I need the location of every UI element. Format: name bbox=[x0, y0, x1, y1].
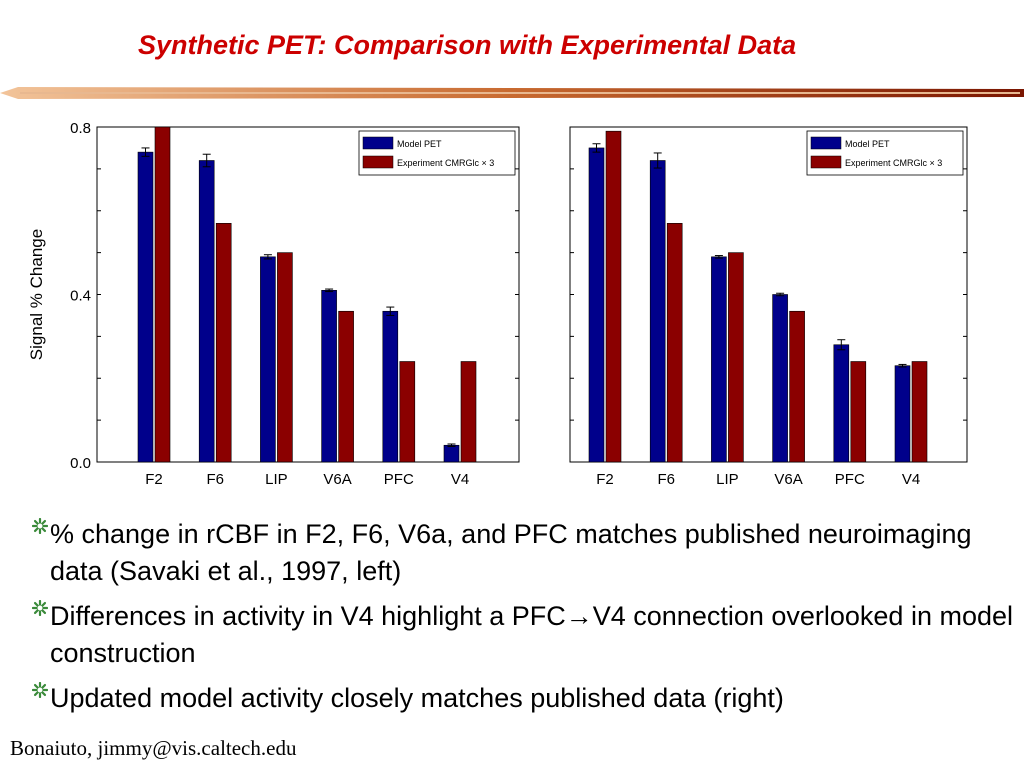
bar-experiment bbox=[666, 223, 683, 463]
bar-experiment bbox=[460, 361, 477, 463]
y-tick-label: 0.4 bbox=[70, 288, 91, 305]
bar-model-pet bbox=[198, 160, 215, 463]
bullet-text: Updated model activity closely matches p… bbox=[50, 683, 784, 713]
flower-bullet-icon bbox=[32, 682, 48, 698]
x-tick-label: V4 bbox=[451, 471, 469, 488]
legend-swatch bbox=[810, 155, 842, 169]
x-tick-label: F2 bbox=[145, 471, 163, 488]
legend: Model PET Experiment CMRGlc × 3 bbox=[358, 130, 516, 176]
bar-experiment bbox=[789, 310, 805, 463]
bar-model-pet bbox=[833, 344, 850, 463]
bar-model-pet bbox=[588, 147, 605, 463]
footer-credit: Bonaiuto, jimmy@vis.caltech.edu bbox=[10, 736, 297, 760]
bar-experiment bbox=[338, 310, 354, 463]
legend-label: Experiment CMRGlc × 3 bbox=[845, 158, 942, 168]
bar-experiment bbox=[399, 361, 416, 463]
error-bar bbox=[263, 254, 272, 260]
chart-right-svg: F2 F6 LIP V6A PFC V4 Model PET Experiment CMRGl… bbox=[569, 126, 968, 488]
bar-experiment bbox=[728, 252, 744, 463]
bullet-list: % change in rCBF in F2, F6, V6a, and PFC… bbox=[32, 516, 1018, 725]
error-bar bbox=[592, 143, 601, 153]
chart-left: 0.0 0.4 0.8 Signal % Change F2 F6 LIP V6A PFC V4 M… bbox=[20, 118, 530, 498]
error-bar bbox=[898, 363, 907, 368]
x-tick-label: LIP bbox=[265, 471, 288, 488]
slide-title: Synthetic PET: Comparison with Experimen… bbox=[138, 30, 797, 60]
legend-swatch bbox=[362, 136, 394, 150]
x-tick-label: V6A bbox=[323, 471, 351, 488]
bar-model-pet bbox=[443, 444, 460, 463]
bullet-text: Differences in activity in V4 highlight … bbox=[50, 601, 1014, 668]
error-bar bbox=[325, 288, 334, 293]
error-bar bbox=[447, 443, 456, 448]
bar-model-pet bbox=[711, 256, 727, 463]
bar-model-pet bbox=[772, 294, 788, 463]
bullet-item: Differences in activity in V4 highlight … bbox=[32, 598, 1018, 672]
error-bar bbox=[653, 152, 662, 169]
legend-swatch bbox=[810, 136, 842, 150]
error-bar bbox=[141, 147, 150, 157]
bullet-item: Updated model activity closely matches p… bbox=[32, 680, 1018, 717]
x-tick-label: PFC bbox=[384, 471, 414, 488]
chart-right: F2 F6 LIP V6A PFC V4 Model PET Experiment CMRGl… bbox=[560, 118, 1024, 498]
error-bar bbox=[714, 255, 723, 259]
flower-bullet-icon bbox=[32, 600, 48, 616]
x-tick-label: V6A bbox=[774, 471, 802, 488]
bullet-item: % change in rCBF in F2, F6, V6a, and PFC… bbox=[32, 516, 1018, 590]
y-axis-label: Signal % Change bbox=[27, 229, 46, 360]
x-tick-label: F6 bbox=[206, 471, 224, 488]
bar-experiment bbox=[911, 361, 928, 463]
x-tick-label: LIP bbox=[716, 471, 739, 488]
y-tick-label: 0.0 bbox=[70, 455, 91, 472]
y-tick-label: 0.8 bbox=[70, 120, 91, 137]
x-tick-label: F2 bbox=[596, 471, 614, 488]
bar-model-pet bbox=[321, 290, 337, 463]
bar-experiment bbox=[850, 361, 867, 463]
bullet-text: % change in rCBF in F2, F6, V6a, and PFC… bbox=[50, 519, 972, 586]
error-bar bbox=[776, 292, 785, 297]
legend-label: Experiment CMRGlc × 3 bbox=[397, 158, 494, 168]
bar-model-pet bbox=[260, 256, 276, 463]
error-bar bbox=[202, 153, 211, 168]
bar-experiment bbox=[154, 126, 171, 463]
chart-left-svg: 0.0 0.4 0.8 Signal % Change F2 F6 LIP V6A PFC V4 M… bbox=[27, 120, 520, 488]
bar-model-pet bbox=[894, 365, 911, 463]
bar-model-pet bbox=[137, 151, 154, 463]
x-tick-label: F6 bbox=[657, 471, 675, 488]
legend-label: Model PET bbox=[397, 139, 442, 149]
x-tick-label: PFC bbox=[835, 471, 865, 488]
error-bar bbox=[837, 339, 846, 351]
bar-experiment bbox=[215, 223, 232, 463]
bar-model-pet bbox=[649, 160, 666, 463]
flower-bullet-icon bbox=[32, 518, 48, 534]
bar-model-pet bbox=[382, 310, 399, 463]
bar-experiment bbox=[277, 252, 293, 463]
title-rule bbox=[0, 87, 1024, 99]
legend-swatch bbox=[362, 155, 394, 169]
x-tick-label: V4 bbox=[902, 471, 920, 488]
error-bar bbox=[386, 306, 395, 316]
bar-experiment bbox=[605, 130, 622, 463]
legend: Model PET Experiment CMRGlc × 3 bbox=[806, 130, 964, 176]
legend-label: Model PET bbox=[845, 139, 890, 149]
